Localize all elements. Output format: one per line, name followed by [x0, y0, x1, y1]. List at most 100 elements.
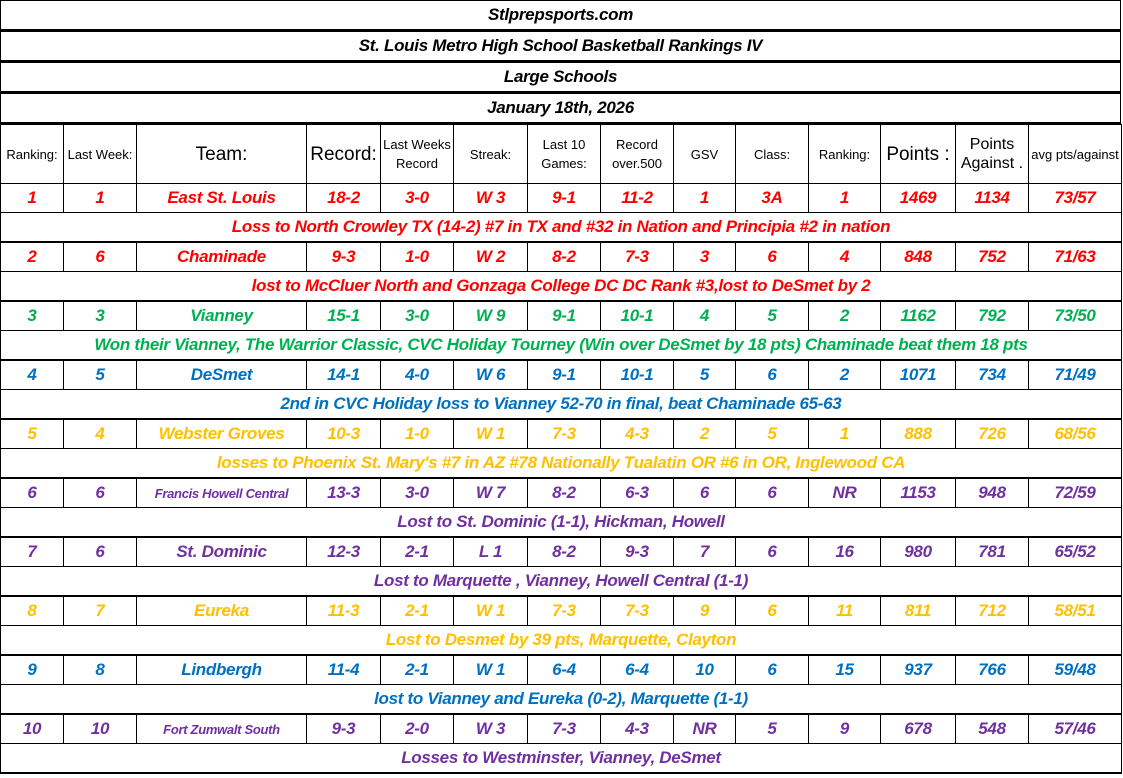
- team-row: 7 6 St. Dominic 12-3 2-1 L 1 8-2 9-3 7 6 16 980 781 6…: [0, 536, 1122, 567]
- team-stat-cell: W 7: [453, 477, 528, 508]
- team-stat-cell: W 3: [453, 183, 528, 213]
- team-row: 5 4 Webster Groves 10-3 1-0 W 1 7-3 4-3 2 5 1 888 72…: [0, 418, 1122, 449]
- team-stat-cell: 9-3: [306, 241, 381, 272]
- team-stat-cell: 8: [63, 654, 137, 685]
- team-stat-cell: 4-3: [600, 713, 674, 744]
- team-stat-cell: 3-0: [380, 300, 454, 331]
- team-stat-cell: W 1: [453, 654, 528, 685]
- team-stat-cell: 937: [880, 654, 956, 685]
- team-note-row: Lost to Desmet by 39 pts, Marquette, Cla…: [0, 625, 1122, 656]
- team-name-cell: Eureka: [136, 595, 307, 626]
- team-row: 10 10 Fort Zumwalt South 9-3 2-0 W 3 7-3 4-3 NR 5…: [0, 713, 1122, 744]
- team-stat-cell: 14-1: [306, 359, 381, 390]
- team-note: losses to Phoenix St. Mary's #7 in AZ #7…: [0, 448, 1122, 479]
- team-stat-cell: 8: [0, 595, 64, 626]
- team-stat-cell: 2: [808, 300, 881, 331]
- header-cell: Last Weeks Record: [380, 124, 454, 184]
- team-stat-cell: 7-3: [527, 595, 601, 626]
- team-note: lost to McCluer North and Gonzaga Colleg…: [0, 271, 1122, 302]
- team-stat-cell: 9-1: [527, 300, 601, 331]
- team-stat-cell: 726: [955, 418, 1029, 449]
- rankings-table: Ranking: Last Week: Team: Record: Last W…: [0, 124, 1122, 774]
- team-name-cell: Francis Howell Central: [136, 477, 307, 508]
- team-stat-cell: 6: [673, 477, 736, 508]
- team-stat-cell: 11: [808, 595, 881, 626]
- header-cell: Record:: [306, 124, 381, 184]
- team-stat-cell: 2-1: [380, 595, 454, 626]
- team-stat-cell: 548: [955, 713, 1029, 744]
- header-cell: Points :: [880, 124, 956, 184]
- team-note-row: Losses to Westminster, Vianney, DeSmet: [0, 743, 1122, 774]
- team-stat-cell: 10-1: [600, 300, 674, 331]
- team-name-cell: Fort Zumwalt South: [136, 713, 307, 744]
- team-note-row: lost to McCluer North and Gonzaga Colleg…: [0, 271, 1122, 302]
- team-stat-cell: 7-3: [527, 713, 601, 744]
- team-row: 1 1 East St. Louis 18-2 3-0 W 3 9-1 11-2 1 3A 1 146…: [0, 183, 1122, 213]
- team-stat-cell: 4: [0, 359, 64, 390]
- team-stat-cell: 4-0: [380, 359, 454, 390]
- header-cell: Last Week:: [63, 124, 137, 184]
- team-stat-cell: 6: [63, 536, 137, 567]
- team-stat-cell: 712: [955, 595, 1029, 626]
- team-stat-cell: 8-2: [527, 477, 601, 508]
- team-stat-cell: 3: [673, 241, 736, 272]
- team-note: lost to Vianney and Eureka (0-2), Marque…: [0, 684, 1122, 715]
- team-stat-cell: 2: [0, 241, 64, 272]
- team-stat-cell: 3-0: [380, 477, 454, 508]
- team-note: Losses to Westminster, Vianney, DeSmet: [0, 743, 1122, 774]
- date-title: January 18th, 2026: [0, 93, 1121, 124]
- team-stat-cell: 3: [63, 300, 137, 331]
- team-stat-cell: 5: [735, 713, 809, 744]
- team-stat-cell: 781: [955, 536, 1029, 567]
- team-note-row: Loss to North Crowley TX (14-2) #7 in TX…: [0, 212, 1122, 243]
- team-stat-cell: 6: [735, 477, 809, 508]
- team-stat-cell: 5: [63, 359, 137, 390]
- team-stat-cell: 888: [880, 418, 956, 449]
- team-stat-cell: 2-1: [380, 654, 454, 685]
- team-stat-cell: 9-1: [527, 183, 601, 213]
- team-stat-cell: 6: [63, 477, 137, 508]
- team-stat-cell: 9: [808, 713, 881, 744]
- team-stat-cell: 73/50: [1028, 300, 1122, 331]
- team-stat-cell: 734: [955, 359, 1029, 390]
- team-stat-cell: 16: [808, 536, 881, 567]
- team-stat-cell: 57/46: [1028, 713, 1122, 744]
- team-stat-cell: 9-3: [306, 713, 381, 744]
- team-stat-cell: 792: [955, 300, 1029, 331]
- team-stat-cell: 3A: [735, 183, 809, 213]
- team-row: 9 8 Lindbergh 11-4 2-1 W 1 6-4 6-4 10 6 15 937 766 59…: [0, 654, 1122, 685]
- team-stat-cell: 6: [735, 241, 809, 272]
- team-note: Lost to Marquette , Vianney, Howell Cent…: [0, 566, 1122, 597]
- team-stat-cell: 8-2: [527, 536, 601, 567]
- team-stat-cell: 71/49: [1028, 359, 1122, 390]
- team-stat-cell: 9-1: [527, 359, 601, 390]
- team-stat-cell: 1469: [880, 183, 956, 213]
- team-stat-cell: 6: [735, 654, 809, 685]
- team-stat-cell: 5: [735, 418, 809, 449]
- team-note-row: losses to Phoenix St. Mary's #7 in AZ #7…: [0, 448, 1122, 479]
- team-stat-cell: 13-3: [306, 477, 381, 508]
- team-note-row: 2nd in CVC Holiday loss to Vianney 52-70…: [0, 389, 1122, 420]
- team-name-cell: Webster Groves: [136, 418, 307, 449]
- team-stat-cell: 1071: [880, 359, 956, 390]
- team-stat-cell: W 1: [453, 418, 528, 449]
- team-note-row: Lost to St. Dominic (1-1), Hickman, Howe…: [0, 507, 1122, 538]
- team-stat-cell: 10-3: [306, 418, 381, 449]
- header-cell: Ranking:: [808, 124, 881, 184]
- team-stat-cell: 1: [808, 418, 881, 449]
- team-stat-cell: 6: [0, 477, 64, 508]
- team-note: 2nd in CVC Holiday loss to Vianney 52-70…: [0, 389, 1122, 420]
- team-stat-cell: 9: [673, 595, 736, 626]
- team-stat-cell: 1: [63, 183, 137, 213]
- team-stat-cell: NR: [673, 713, 736, 744]
- team-stat-cell: 4: [63, 418, 137, 449]
- team-name-cell: Chaminade: [136, 241, 307, 272]
- team-stat-cell: 59/48: [1028, 654, 1122, 685]
- team-stat-cell: 2-0: [380, 713, 454, 744]
- rankings-title: St. Louis Metro High School Basketball R…: [0, 31, 1121, 62]
- team-note: Won their Vianney, The Warrior Classic, …: [0, 330, 1122, 361]
- team-stat-cell: 8-2: [527, 241, 601, 272]
- team-stat-cell: 7: [673, 536, 736, 567]
- team-stat-cell: 980: [880, 536, 956, 567]
- header-cell: Points Against .: [955, 124, 1029, 184]
